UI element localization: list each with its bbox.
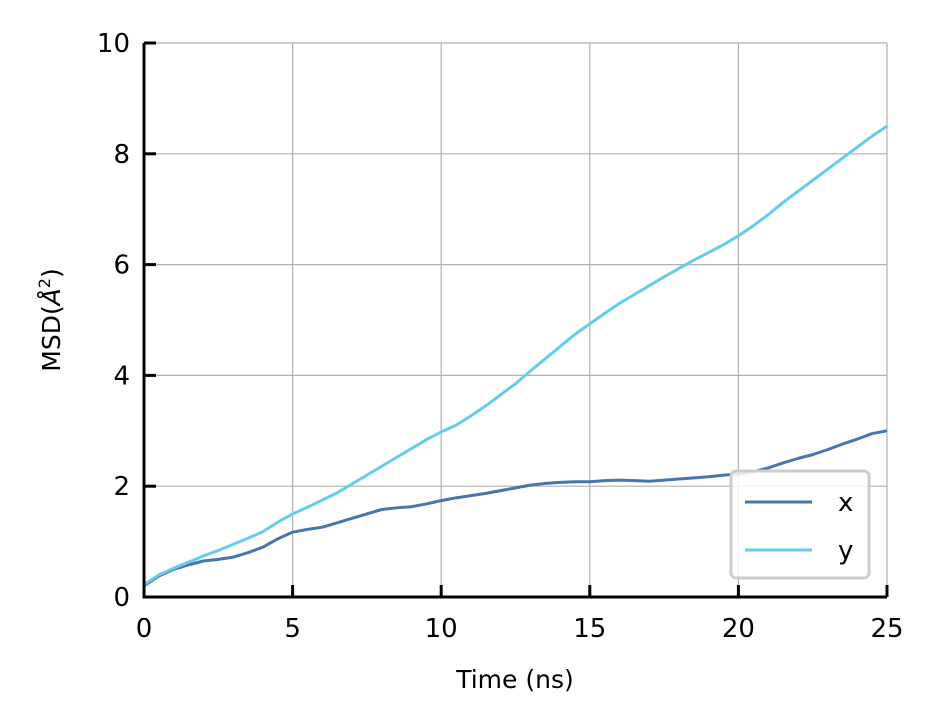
x-tick-label-20: 20 bbox=[722, 614, 755, 644]
series-lines bbox=[143, 124, 888, 588]
y-tick-label-0: 0 bbox=[113, 583, 130, 613]
series-line-y bbox=[143, 124, 888, 587]
x-tick-label-0: 0 bbox=[136, 614, 153, 644]
y-axis-ticks: 0 2 4 6 8 10 bbox=[97, 29, 156, 613]
y-tick-label-6: 6 bbox=[113, 251, 130, 281]
x-axis-ticks: 0 5 10 15 20 25 bbox=[136, 585, 904, 644]
y-tick-label-8: 8 bbox=[113, 140, 130, 170]
x-tick-label-25: 25 bbox=[870, 614, 903, 644]
legend-label-x: x bbox=[838, 488, 853, 518]
x-axis-label: Time (ns) bbox=[455, 665, 574, 694]
x-tick-label-15: 15 bbox=[573, 614, 606, 644]
series-line-x bbox=[143, 429, 888, 588]
y-tick-label-10: 10 bbox=[97, 29, 130, 59]
legend-label-y: y bbox=[838, 536, 853, 566]
y-tick-label-4: 4 bbox=[113, 361, 130, 391]
legend: xy bbox=[729, 469, 871, 580]
x-tick-label-5: 5 bbox=[284, 614, 301, 644]
x-tick-label-10: 10 bbox=[425, 614, 458, 644]
y-axis-label: MSD(Å2) bbox=[35, 268, 66, 372]
y-tick-label-2: 2 bbox=[113, 472, 130, 502]
